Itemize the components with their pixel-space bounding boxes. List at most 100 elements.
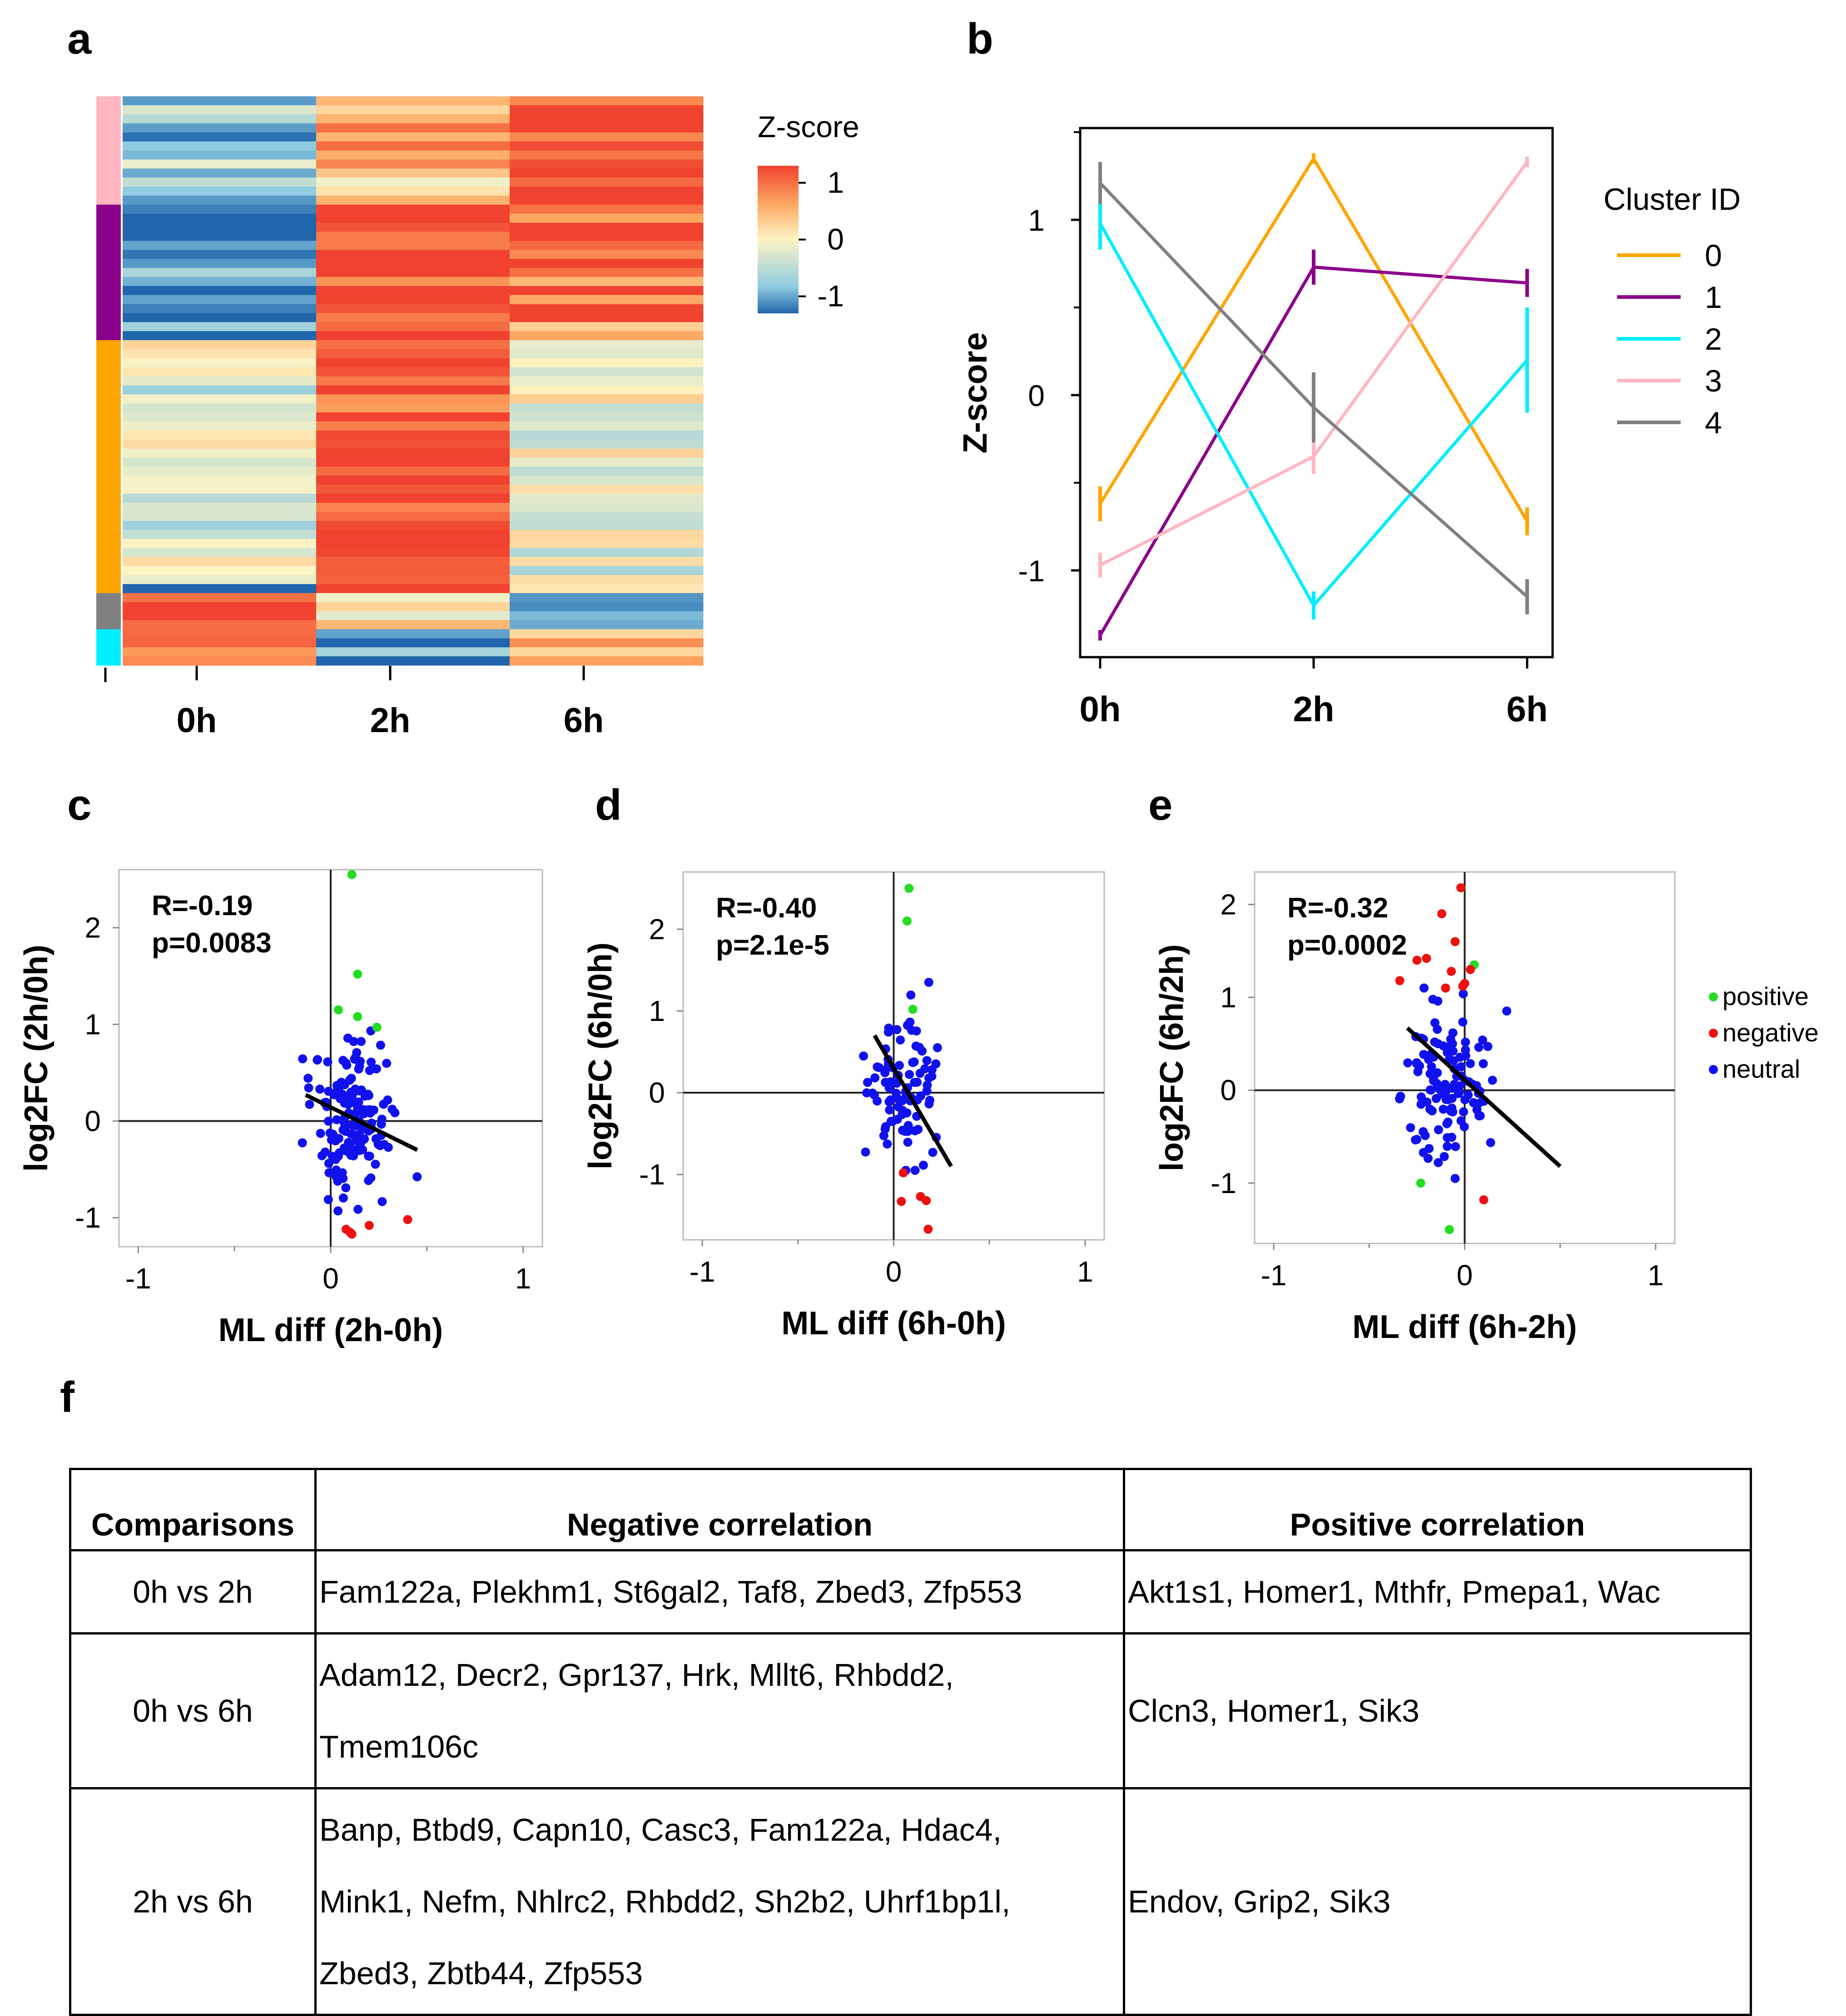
x-tick-label: -1 — [125, 1262, 151, 1295]
heatmap-cell — [123, 548, 317, 557]
heatmap-cell — [510, 159, 704, 169]
heatmap-cell — [123, 105, 317, 115]
comparison-cell: 2h vs 6h — [69, 1787, 317, 2016]
x-axis-label: ML diff (6h-0h) — [781, 1305, 1006, 1342]
neutral-point — [1450, 1174, 1460, 1183]
colorbar-tick-label: -1 — [817, 279, 844, 313]
x-tick-label: 2h — [1293, 689, 1334, 729]
heatmap-cell — [316, 494, 510, 503]
neutral-point — [903, 1127, 913, 1136]
neutral-point — [1458, 1017, 1468, 1027]
neutral-point — [1448, 1046, 1458, 1056]
heatmap-cell — [316, 602, 510, 612]
negative-point — [1412, 956, 1422, 965]
neutral-point — [323, 1195, 333, 1204]
neutral-point — [881, 1078, 890, 1087]
line-series — [1098, 153, 1529, 641]
negative-point — [898, 1168, 908, 1178]
heatmap-cell — [123, 223, 317, 232]
neutral-point — [880, 1068, 890, 1077]
heatmap-cell — [316, 141, 510, 151]
neutral-point — [906, 990, 916, 1000]
neutral-point — [916, 1091, 925, 1101]
legend-negative-dot — [1709, 1029, 1718, 1038]
neutral-point — [1474, 1111, 1484, 1120]
neutral-point — [885, 1105, 894, 1115]
neutral-point — [377, 1197, 387, 1206]
line-chart-frame — [1079, 127, 1554, 659]
x-tick-label: 1 — [1077, 1255, 1093, 1288]
scatter-panel-c: -1 0 1 -1 0 1 2 ML diff (2h-0h) log2FC (2h/0h) R=… — [18, 869, 543, 1348]
panel-label-e: e — [1148, 781, 1172, 829]
neutral-point — [1434, 1158, 1443, 1167]
positive-genes-cell: Endov, Grip2, Sik3 — [1123, 1787, 1752, 2016]
negative-point — [1466, 965, 1475, 974]
neutral-point — [324, 1168, 334, 1178]
negative-point — [1458, 981, 1468, 991]
heatmap-cell — [316, 295, 510, 305]
positive-point — [1416, 1179, 1425, 1188]
heatmap-cell — [510, 638, 704, 648]
neutral-point — [340, 1094, 350, 1104]
heatmap-cell — [123, 520, 317, 530]
heatmap-cell — [316, 331, 510, 341]
heatmap-cell — [123, 150, 317, 160]
heatmap-cell — [316, 412, 510, 422]
heatmap-x-ticks: 0h 2h 6h — [177, 666, 604, 740]
neutral-point — [1412, 1059, 1422, 1069]
heatmap-cell — [123, 421, 317, 431]
neutral-point — [1461, 1045, 1470, 1055]
heatmap-cell — [123, 313, 317, 322]
heatmap-cell — [510, 448, 704, 458]
heatmap-cell — [316, 204, 510, 214]
neutral-point — [1433, 1039, 1443, 1049]
line-chart-panel-b: -1 0 1 0h 2h 6h Z-score Cluster ID 0 1 2 3 4 — [956, 127, 1741, 729]
heatmap-cell — [510, 548, 704, 557]
heatmap-cell — [510, 385, 704, 395]
heatmap-cell — [510, 123, 704, 133]
heatmap-cell — [123, 656, 317, 666]
heatmap-cell — [510, 403, 704, 413]
neutral-point — [1433, 996, 1443, 1006]
y-tick-label: 0 — [84, 1105, 101, 1137]
neutral-point — [1412, 1134, 1422, 1144]
heatmap-cell — [316, 123, 510, 133]
comparison-cell: 0h vs 2h — [69, 1549, 317, 1635]
scatter-panel-d: d -1 0 1 -1 0 1 2 ML diff (6h-0h) log2FC (6h/0h) R… — [582, 781, 1105, 1342]
line-chart-axes: -1 0 1 0h 2h 6h — [1018, 131, 1553, 729]
heatmap-cell — [316, 159, 510, 169]
neutral-point — [367, 1057, 376, 1067]
heatmap-cell — [316, 259, 510, 268]
panel-label-a: a — [67, 15, 92, 63]
neutral-point — [335, 1148, 344, 1158]
legend-label-2: 2 — [1705, 322, 1722, 357]
heatmap-cell — [510, 503, 704, 512]
x-tick-label: -1 — [1261, 1259, 1287, 1292]
legend-negative-label: negative — [1722, 1018, 1819, 1047]
heatmap-cell — [316, 223, 510, 232]
neutral-point — [1455, 1081, 1464, 1091]
heatmap-cell — [510, 295, 704, 305]
heatmap-cell — [123, 159, 317, 169]
positive-point — [333, 1005, 343, 1015]
heatmap-cell — [510, 267, 704, 277]
heatmap-cell — [510, 114, 704, 124]
panel-label-d: d — [595, 781, 622, 829]
heatmap-cell — [123, 620, 317, 630]
heatmap-cell — [510, 466, 704, 476]
heatmap-cell — [316, 313, 510, 322]
heatmap-cell — [510, 376, 704, 386]
y-tick-label: 0 — [1028, 379, 1045, 412]
stat-r: R=-0.32 — [1287, 892, 1388, 924]
neutral-point — [317, 1151, 327, 1160]
neutral-point — [298, 1054, 308, 1064]
heatmap-cell — [316, 548, 510, 557]
neutral-point — [1443, 1142, 1452, 1151]
neutral-point — [863, 1078, 873, 1087]
heatmap-cell — [316, 403, 510, 413]
neutral-point — [908, 1058, 918, 1067]
legend-neutral-dot — [1709, 1065, 1718, 1074]
y-axis-label: log2FC (2h/0h) — [18, 945, 55, 1172]
colorbar-ticks: 1 0 -1 — [799, 166, 844, 313]
heatmap-cell — [316, 349, 510, 359]
